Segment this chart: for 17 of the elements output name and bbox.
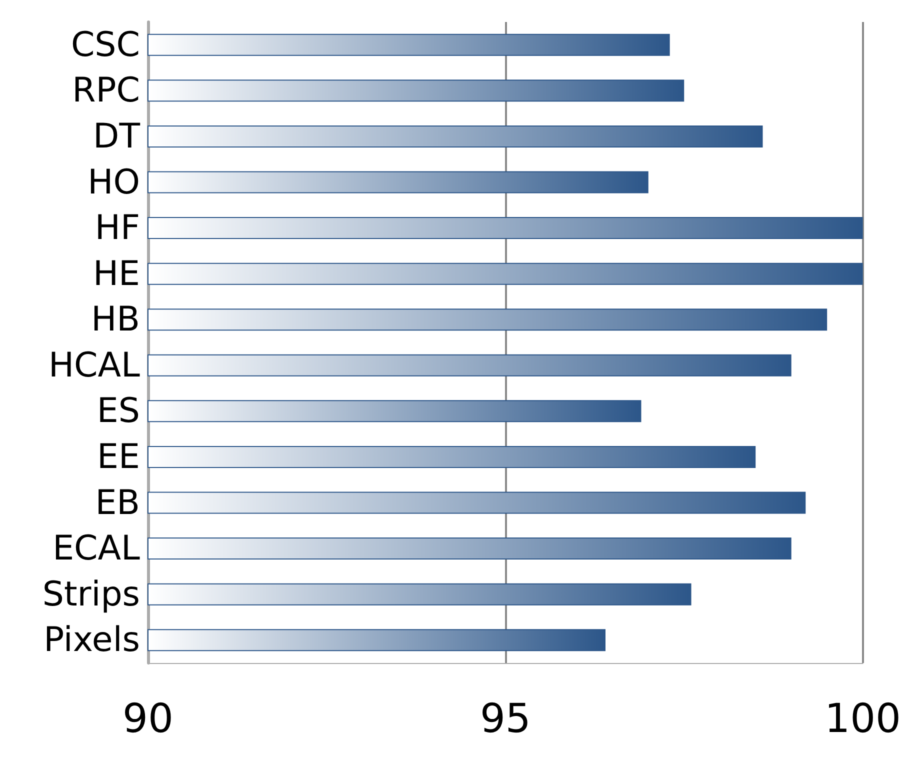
y-tick-label: HCAL bbox=[48, 345, 140, 386]
y-tick-label: HO bbox=[88, 162, 140, 202]
y-tick-label: ECAL bbox=[52, 528, 140, 569]
y-tick-label: EE bbox=[97, 436, 140, 477]
y-tick-label: DT bbox=[93, 116, 140, 156]
y-tick-label: RPC bbox=[72, 70, 140, 111]
x-tick-label: 95 bbox=[480, 696, 531, 742]
y-tick-label: HF bbox=[94, 208, 140, 248]
y-tick-label: Pixels bbox=[44, 620, 140, 660]
y-tick-label: CSC bbox=[70, 24, 140, 65]
y-tick-label: HE bbox=[92, 254, 140, 294]
y-tick-label: EB bbox=[95, 482, 140, 523]
x-tick-label: 100 bbox=[824, 696, 902, 742]
y-tick-label: HB bbox=[91, 300, 140, 340]
y-tick-label: Strips bbox=[42, 574, 140, 614]
y-tick-label: ES bbox=[96, 391, 140, 432]
x-tick-label: 90 bbox=[122, 696, 174, 742]
